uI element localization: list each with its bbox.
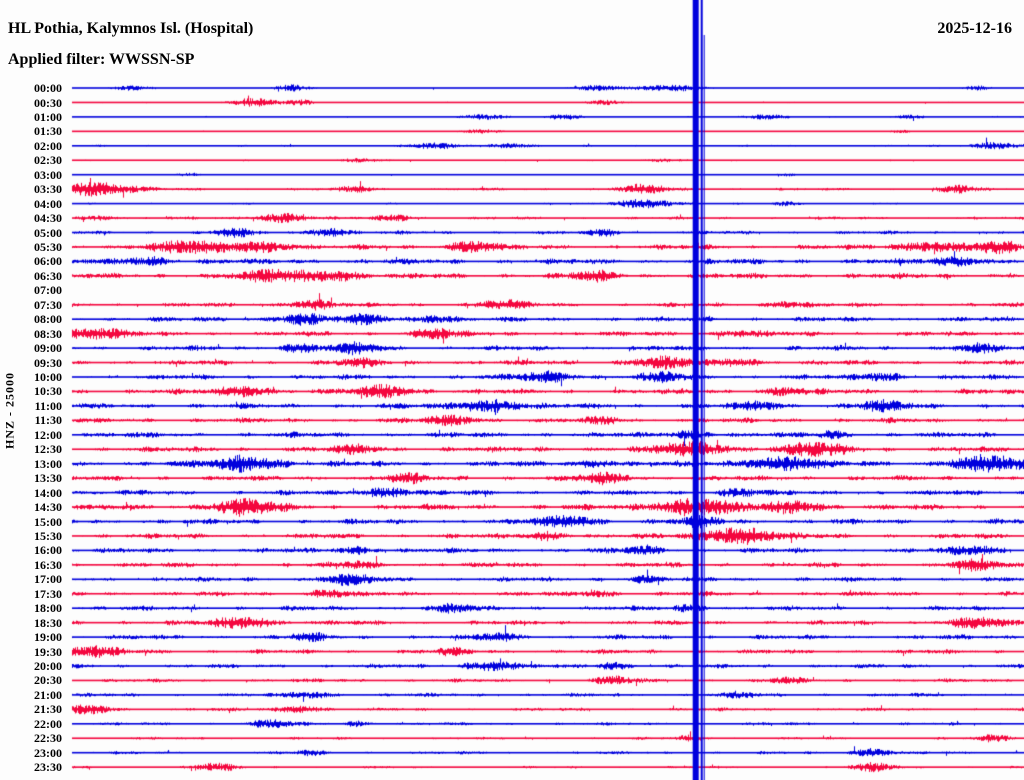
time-label: 08:30 (34, 326, 62, 341)
time-label: 12:00 (34, 427, 62, 442)
time-label: 09:00 (34, 341, 62, 356)
time-label: 10:00 (34, 370, 62, 384)
time-label: 04:00 (34, 196, 62, 211)
time-label: 04:30 (34, 211, 62, 225)
time-label: 23:00 (34, 745, 62, 760)
time-label: 23:30 (34, 760, 62, 775)
time-label: 00:30 (34, 95, 62, 110)
time-label: 00:00 (34, 81, 62, 95)
time-label: 19:30 (34, 644, 62, 659)
time-label: 11:30 (34, 413, 62, 428)
time-axis: 00:00 00:30 01:00 01:30 02:00 02:30 03:00 03:30… (0, 0, 63, 780)
time-label: 17:00 (34, 572, 62, 587)
time-label: 14:00 (34, 485, 62, 500)
time-label: 11:00 (34, 398, 62, 413)
time-label: 14:30 (34, 500, 62, 514)
time-label: 03:00 (34, 167, 62, 182)
time-label: 21:00 (34, 687, 62, 702)
time-label: 06:00 (34, 254, 62, 269)
time-label: 16:00 (34, 543, 62, 558)
time-label: 03:30 (34, 182, 62, 197)
time-label: 13:00 (34, 456, 62, 471)
time-label: 12:30 (34, 442, 62, 457)
time-label: 02:30 (34, 153, 62, 168)
date-label: 2025-12-16 (937, 20, 1012, 37)
time-label: 01:00 (34, 109, 62, 124)
filter-label: Applied filter: WWSSN-SP (8, 51, 195, 68)
time-label: 06:30 (34, 268, 62, 283)
time-label: 13:30 (34, 471, 62, 486)
time-label: 20:30 (34, 673, 62, 688)
time-label: 01:30 (34, 124, 62, 139)
time-label: 22:30 (34, 731, 62, 746)
time-label: 15:00 (34, 514, 62, 529)
time-label: 17:30 (34, 586, 62, 601)
time-label: 18:30 (34, 615, 62, 630)
time-label: 10:30 (34, 384, 62, 399)
time-label: 18:00 (34, 601, 62, 616)
time-label: 07:00 (34, 283, 62, 298)
time-label: 19:00 (34, 630, 62, 645)
time-label: 20:00 (34, 659, 62, 673)
time-label: 09:30 (34, 355, 62, 370)
time-label: 05:00 (34, 225, 62, 240)
time-label: 16:30 (34, 557, 62, 572)
time-label: 15:30 (34, 529, 62, 543)
time-label: 07:30 (34, 297, 62, 312)
station-title: HL Pothia, Kalymnos Isl. (Hospital) (8, 20, 254, 37)
time-label: 05:30 (34, 239, 62, 254)
time-label: 02:00 (34, 138, 62, 153)
time-label: 22:00 (34, 716, 62, 731)
time-label: 21:30 (34, 702, 62, 717)
time-label: 08:00 (34, 312, 62, 327)
